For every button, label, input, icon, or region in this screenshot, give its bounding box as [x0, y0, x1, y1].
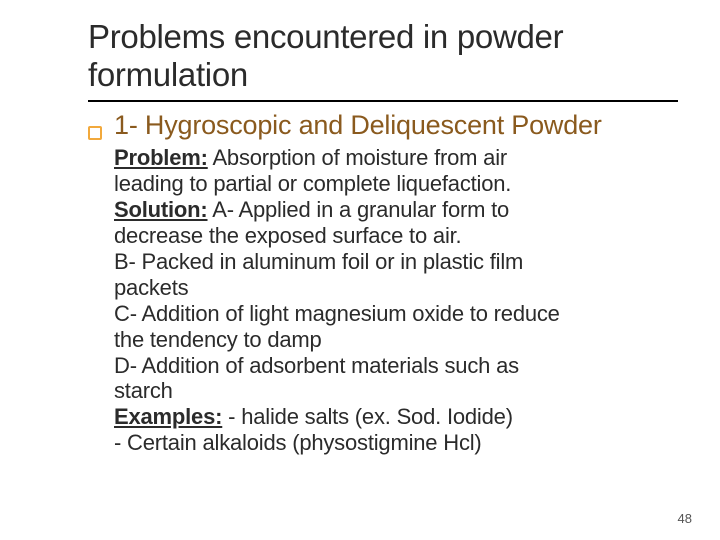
problem-line-1: Problem: Absorption of moisture from air	[114, 145, 678, 171]
problem-line-2: leading to partial or complete liquefact…	[114, 171, 678, 197]
section-heading: 1- Hygroscopic and Deliquescent Powder	[114, 110, 602, 141]
page-number: 48	[678, 511, 692, 526]
solution-label: Solution:	[114, 197, 208, 222]
title-line-2: formulation	[88, 56, 248, 93]
problem-text-1: Absorption of moisture from air	[208, 145, 507, 170]
title-line-1: Problems encountered in powder	[88, 18, 563, 55]
subhead-row: 1- Hygroscopic and Deliquescent Powder	[88, 110, 678, 141]
solution-line-b1: B- Packed in aluminum foil or in plastic…	[114, 249, 678, 275]
examples-label: Examples:	[114, 404, 222, 429]
solution-line-c1: C- Addition of light magnesium oxide to …	[114, 301, 678, 327]
title-underline	[88, 100, 678, 102]
bullet-icon	[88, 126, 102, 140]
examples-line-2: - Certain alkaloids (physostigmine Hcl)	[114, 430, 678, 456]
examples-text-1: - halide salts (ex. Sod. Iodide)	[222, 404, 513, 429]
body-text: Problem: Absorption of moisture from air…	[114, 145, 678, 456]
solution-line-c2: the tendency to damp	[114, 327, 678, 353]
solution-line-d1: D- Addition of adsorbent materials such …	[114, 353, 678, 379]
slide: Problems encountered in powder formulati…	[0, 0, 720, 540]
solution-a1: A- Applied in a granular form to	[208, 197, 510, 222]
solution-line-a1: Solution: A- Applied in a granular form …	[114, 197, 678, 223]
problem-label: Problem:	[114, 145, 208, 170]
title-block: Problems encountered in powder formulati…	[88, 18, 678, 102]
solution-line-d2: starch	[114, 378, 678, 404]
solution-line-a2: decrease the exposed surface to air.	[114, 223, 678, 249]
examples-line-1: Examples: - halide salts (ex. Sod. Iodid…	[114, 404, 678, 430]
solution-line-b2: packets	[114, 275, 678, 301]
slide-title: Problems encountered in powder formulati…	[88, 18, 678, 94]
